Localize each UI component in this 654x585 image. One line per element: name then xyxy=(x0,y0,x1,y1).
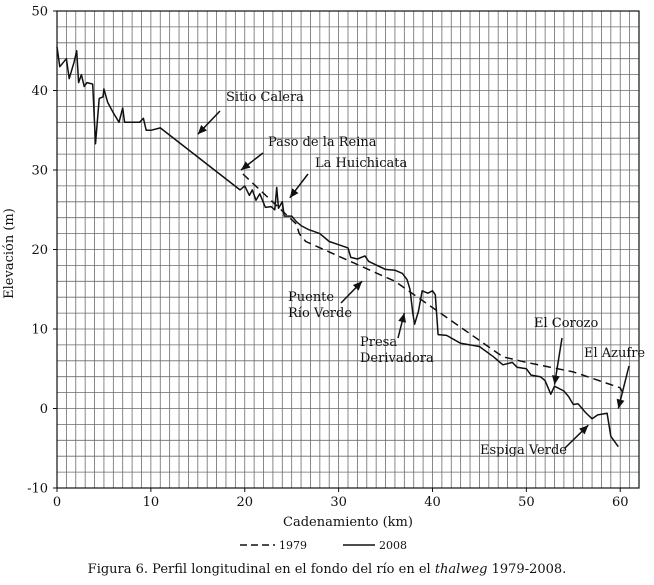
y-tick-label: 10 xyxy=(31,323,48,338)
annotation-puente-rio-verde-label: Río Verde xyxy=(288,306,352,321)
annotation-sitio-calera-label: Sitio Calera xyxy=(226,90,304,105)
caption-prefix: Figura 6. Perfil longitudinal en el fond… xyxy=(87,562,435,577)
legend: 1979 2008 xyxy=(240,539,407,552)
x-tick-label: 20 xyxy=(236,495,253,510)
annotation-espiga-verde-arrow-head xyxy=(579,425,589,435)
series-lines xyxy=(56,46,626,448)
annotations: Sitio Calera Paso de la Reina La Huichicat… xyxy=(197,90,645,458)
grid xyxy=(57,11,639,488)
annotation-paso-de-la-reina-arrow-head xyxy=(240,161,251,170)
annotation-puente-rio-verde-arrow-head xyxy=(352,281,363,291)
y-tick-label: 40 xyxy=(31,84,48,99)
annotation-sitio-calera-arrow-head xyxy=(197,124,207,135)
y-tick-label: 0 xyxy=(40,402,48,417)
annotation-el-corozo-label: El Corozo xyxy=(534,316,598,331)
y-axis-label: Elevación (m) xyxy=(2,208,17,299)
x-axis-label: Cadenamiento (km) xyxy=(283,515,413,530)
annotation-paso-de-la-reina-label: Paso de la Reina xyxy=(268,135,377,150)
figure-caption: Figura 6. Perfil longitudinal en el fond… xyxy=(0,562,654,577)
annotation-presa-derivadora-label: Presa xyxy=(360,335,397,350)
x-tick-label: 10 xyxy=(143,495,160,510)
caption-suffix: 1979-2008. xyxy=(487,562,567,577)
series-line-1979 xyxy=(242,173,626,397)
x-tick-label: 0 xyxy=(53,495,61,510)
annotation-el-azufre-arrow-head xyxy=(616,398,625,409)
annotation-la-huichicata-label: La Huichicata xyxy=(315,156,407,171)
y-tick-label: 20 xyxy=(31,243,48,258)
y-tick-label: 50 xyxy=(31,5,48,20)
annotation-la-huichicata-arrow-head xyxy=(289,188,299,198)
annotation-presa-derivadora-label: Derivadora xyxy=(360,351,434,366)
x-tick-label: 50 xyxy=(518,495,535,510)
legend-label-1979: 1979 xyxy=(279,539,307,552)
axis-ticks: 0 10 20 30 40 50 60 -10 0 10 20 30 40 50 xyxy=(27,5,628,511)
annotation-espiga-verde-label: Espiga Verde xyxy=(480,443,567,458)
x-tick-label: 60 xyxy=(612,495,629,510)
legend-label-2008: 2008 xyxy=(379,539,407,552)
annotation-puente-rio-verde-label: Puente xyxy=(288,290,334,305)
annotation-presa-derivadora-arrow-head xyxy=(398,313,406,323)
y-tick-label: 30 xyxy=(31,164,48,179)
caption-italic: thalweg xyxy=(434,562,488,577)
x-tick-label: 40 xyxy=(424,495,441,510)
y-tick-label: -10 xyxy=(27,482,48,497)
x-tick-label: 30 xyxy=(330,495,347,510)
series-line-2008 xyxy=(56,46,619,448)
annotation-el-azufre-label: El Azufre xyxy=(584,346,645,361)
annotation-el-corozo-arrow-head xyxy=(551,375,560,385)
